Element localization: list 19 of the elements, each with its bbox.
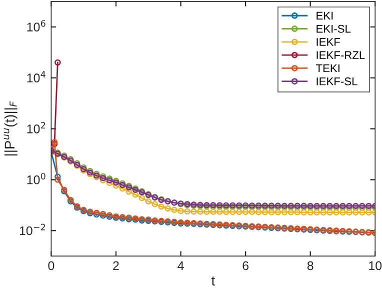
- x-tick-label: 6: [242, 261, 248, 270]
- x-tick-label: 0: [48, 261, 54, 270]
- y-tick-label: 10$^{0}$: [27, 172, 46, 184]
- legend-label: TEKI: [316, 64, 340, 72]
- x-tick-label: 8: [307, 261, 314, 270]
- x-tick-label: 4: [178, 261, 184, 270]
- legend-label: IEKF: [316, 38, 340, 46]
- y-tick-label: 10$^{4}$: [27, 71, 46, 82]
- legend-label: EKI-SL: [316, 24, 351, 33]
- y-tick-label: 10$^{6}$: [27, 20, 46, 32]
- legend-label: IEKF-SL: [316, 77, 358, 86]
- x-tick-label: 2: [113, 261, 119, 270]
- x-axis-title: t: [211, 276, 215, 286]
- legend-label: EKI: [316, 12, 333, 20]
- x-tick-label: 10: [369, 261, 382, 270]
- legend-label: IEKF-RZL: [316, 51, 365, 59]
- y-tick-label: 10$^{−2}$: [20, 224, 45, 236]
- y-tick-label: 10$^{2}$: [27, 122, 46, 134]
- y-axis-title: ||P$^{uu}$(t)||$_{F}$: [4, 101, 18, 156]
